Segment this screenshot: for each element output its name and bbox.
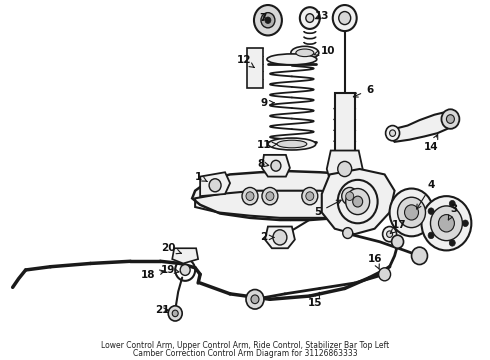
Text: 9: 9 (260, 98, 274, 108)
Text: 21: 21 (155, 305, 170, 315)
Circle shape (339, 12, 351, 24)
Text: 19: 19 (161, 265, 179, 275)
Ellipse shape (277, 140, 307, 148)
Circle shape (302, 188, 318, 205)
Circle shape (412, 247, 427, 265)
Text: 5: 5 (314, 200, 341, 217)
Circle shape (353, 196, 363, 207)
Circle shape (405, 205, 418, 220)
Circle shape (180, 265, 190, 275)
Circle shape (338, 161, 352, 177)
Ellipse shape (267, 54, 317, 65)
Circle shape (209, 179, 221, 192)
Circle shape (421, 196, 471, 251)
Circle shape (242, 188, 258, 205)
Circle shape (387, 231, 392, 237)
Circle shape (463, 220, 468, 226)
Text: 6: 6 (353, 85, 373, 97)
Circle shape (254, 5, 282, 35)
Circle shape (346, 192, 354, 201)
Polygon shape (172, 248, 198, 264)
Circle shape (431, 206, 463, 240)
Circle shape (379, 268, 391, 281)
Text: 1: 1 (195, 172, 207, 181)
Circle shape (428, 208, 434, 215)
Circle shape (300, 7, 320, 29)
Circle shape (338, 180, 378, 223)
Text: 11: 11 (257, 140, 277, 150)
Polygon shape (265, 226, 295, 248)
Circle shape (251, 295, 259, 303)
Text: 7: 7 (259, 13, 267, 23)
Circle shape (342, 188, 358, 205)
Text: 12: 12 (237, 55, 254, 68)
Polygon shape (327, 150, 363, 183)
Circle shape (346, 189, 369, 215)
Circle shape (390, 189, 434, 236)
Circle shape (446, 115, 454, 123)
Polygon shape (192, 171, 390, 220)
Polygon shape (200, 172, 230, 196)
Circle shape (386, 126, 399, 141)
Circle shape (392, 235, 404, 248)
Text: Camber Correction Control Arm Diagram for 31126863333: Camber Correction Control Arm Diagram fo… (133, 349, 357, 358)
Circle shape (246, 289, 264, 309)
Circle shape (172, 310, 178, 317)
Circle shape (168, 306, 182, 321)
Circle shape (383, 226, 396, 242)
Bar (335, 93, 355, 153)
Text: 14: 14 (424, 135, 439, 152)
Text: 10: 10 (314, 46, 335, 56)
Text: Lower Control Arm, Upper Control Arm, Ride Control, Stabilizer Bar Top Left: Lower Control Arm, Upper Control Arm, Ri… (101, 342, 389, 351)
Text: 8: 8 (257, 158, 269, 168)
Circle shape (246, 192, 254, 201)
Circle shape (265, 17, 271, 23)
Circle shape (262, 188, 278, 205)
Circle shape (441, 109, 460, 129)
Polygon shape (262, 155, 290, 177)
Text: 13: 13 (315, 11, 329, 21)
Bar (247, 49, 263, 87)
Text: 15: 15 (308, 292, 322, 307)
Circle shape (266, 192, 274, 201)
Circle shape (271, 160, 281, 171)
Text: 18: 18 (141, 270, 164, 280)
Circle shape (333, 5, 357, 31)
Circle shape (390, 130, 395, 136)
Polygon shape (322, 169, 394, 234)
Circle shape (306, 14, 314, 22)
Text: 20: 20 (161, 243, 181, 254)
Text: 17: 17 (391, 220, 407, 234)
Circle shape (397, 197, 425, 228)
Circle shape (306, 192, 314, 201)
Text: 16: 16 (368, 254, 382, 270)
Circle shape (439, 215, 454, 232)
Polygon shape (390, 113, 451, 142)
Circle shape (261, 13, 275, 28)
Text: 3: 3 (448, 204, 458, 220)
Circle shape (449, 201, 455, 207)
Circle shape (449, 240, 455, 246)
Circle shape (273, 230, 287, 245)
Text: 2: 2 (260, 233, 274, 242)
Circle shape (428, 232, 434, 239)
Ellipse shape (291, 46, 319, 59)
Circle shape (343, 228, 353, 238)
Text: 4: 4 (416, 180, 435, 209)
Ellipse shape (268, 138, 316, 150)
Ellipse shape (296, 49, 314, 57)
